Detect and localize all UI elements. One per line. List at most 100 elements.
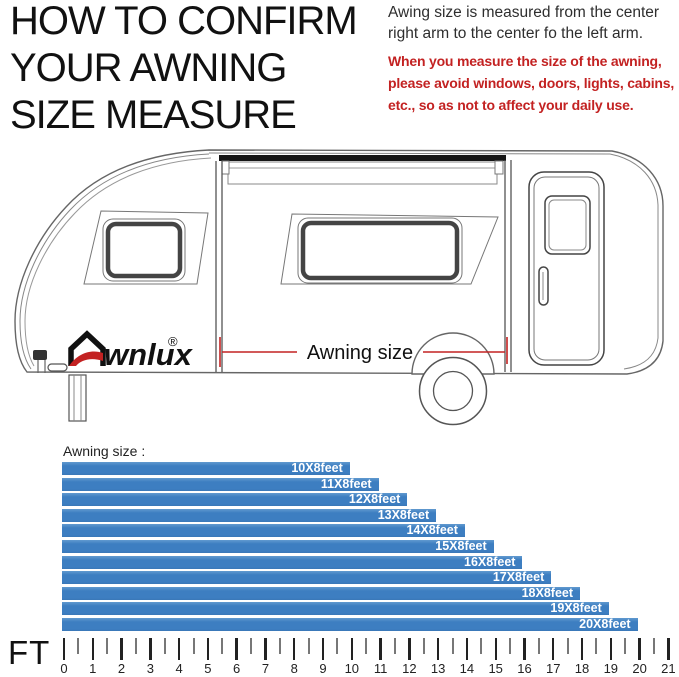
bar-11X8feet: 11X8feet [62, 477, 379, 491]
trailer-diagram: Awning size wnlux ® [14, 149, 664, 426]
ruler-halftick-17 [566, 638, 569, 654]
logo-red-swoosh [69, 351, 103, 366]
awning-end-cap-right [494, 160, 504, 175]
door-handle [538, 266, 549, 306]
mid-window-outer [297, 217, 463, 284]
ruler-number-8: 8 [290, 661, 298, 676]
ruler-halftick-11 [393, 638, 396, 654]
bar-10X8feet: 10X8feet [62, 462, 350, 475]
ruler-number-20: 20 [632, 661, 647, 676]
ruler-tick-1 [91, 638, 94, 660]
bar-20X8feet: 20X8feet [62, 618, 638, 631]
awning-end-cap-left [221, 160, 230, 175]
logo-text: wnlux [104, 337, 194, 372]
front-trim-line-2 [24, 157, 212, 367]
front-window-panel [83, 210, 209, 285]
awning-arm-left [215, 161, 223, 372]
ruler-tick-21 [667, 638, 670, 660]
ruler-halftick-7 [278, 638, 281, 654]
chart-title: Awning size : [63, 443, 146, 459]
door-window-inner [548, 199, 587, 251]
warning-note: When you measure the size of the awning,… [388, 53, 675, 113]
ruler-tick-10 [350, 638, 353, 660]
hitch-lines [37, 360, 46, 373]
ruler-number-13: 13 [430, 661, 446, 676]
jack-post [68, 374, 87, 422]
ruler-tick-5 [206, 638, 210, 660]
ruler-halftick-18 [595, 638, 598, 654]
ruler-number-10: 10 [344, 661, 360, 676]
front-trim-line-1 [19, 153, 210, 370]
ruler-tick-18 [580, 638, 584, 660]
brand-logo: wnlux ® [68, 330, 194, 372]
ruler-number-16: 16 [517, 661, 532, 676]
mid-window-frame [300, 220, 460, 281]
ruler-tick-14 [465, 638, 469, 660]
bar-13X8feet: 13X8feet [62, 508, 437, 522]
ruler-number-0: 0 [60, 661, 68, 676]
ruler-halftick-12 [422, 638, 425, 654]
bar-12X8feet: 12X8feet [62, 493, 408, 507]
unit-label: FT [8, 634, 51, 671]
ruler-number-7: 7 [261, 661, 270, 676]
measure-note: Awing size is measured from the center r… [388, 4, 660, 42]
bar-19X8feet: 19X8feet [62, 602, 609, 616]
ruler-number-18: 18 [574, 661, 590, 676]
ruler-tick-12 [408, 638, 411, 660]
front-window-outer [102, 218, 186, 282]
bar-17X8feet: 17X8feet [62, 571, 552, 585]
ruler-halftick-6 [250, 638, 253, 654]
ruler-number-2: 2 [117, 661, 126, 676]
dimension-annotation: Awning size [219, 337, 508, 367]
awning-size-chart: Awning size : 10X8feet 11X8feet 12X8feet 13… [0, 437, 679, 677]
ruler-halftick-9 [336, 638, 339, 654]
door-window [544, 195, 591, 255]
trailer-body-outline [14, 149, 664, 375]
ruler-halftick-10 [365, 638, 368, 654]
ruler-tick-4 [177, 638, 181, 660]
door-outer [528, 171, 605, 366]
ruler-number-9: 9 [319, 661, 327, 676]
bar-15X8feet: 15X8feet [62, 540, 494, 553]
ruler-halftick-20 [652, 638, 655, 654]
bar-16X8feet: 16X8feet [62, 555, 523, 569]
ruler-halftick-4 [192, 638, 195, 654]
ruler-tick-2 [120, 638, 123, 660]
awning-roller-tube [219, 155, 506, 161]
ruler-halftick-14 [480, 638, 483, 654]
door-inner [533, 176, 600, 361]
bar-18X8feet: 18X8feet [62, 586, 581, 600]
ruler-number-11: 11 [373, 661, 388, 676]
jack-post-lines [73, 375, 82, 421]
page-title: HOW TO CONFIRM YOUR AWNING SIZE MEASURE [10, 0, 358, 137]
ruler-halftick-5 [221, 638, 224, 654]
ruler-halftick-0 [77, 638, 80, 654]
ruler-number-12: 12 [402, 661, 417, 676]
ruler-number-14: 14 [459, 661, 475, 676]
ruler-number-6: 6 [233, 661, 241, 676]
ruler-halftick-16 [537, 638, 540, 654]
ruler-tick-3 [149, 638, 152, 660]
mid-window-panel [280, 213, 499, 285]
dimension-label: Awning size [307, 342, 413, 364]
front-step-rail [47, 363, 68, 372]
awning-arm-right [504, 160, 512, 372]
registered-mark: ® [168, 334, 178, 349]
ruler-number-19: 19 [603, 661, 619, 676]
ruler-halftick-15 [509, 638, 512, 654]
ruler-tick-0 [62, 638, 66, 660]
ruler-number-5: 5 [204, 661, 212, 676]
ruler-halftick-8 [307, 638, 310, 654]
ruler-tick-16 [523, 638, 526, 660]
ruler-number-17: 17 [546, 661, 561, 676]
ruler-tick-15 [494, 638, 497, 660]
ruler-halftick-19 [624, 638, 627, 654]
ruler-halftick-1 [106, 638, 109, 654]
ruler-number-4: 4 [175, 661, 183, 676]
ruler-tick-19 [609, 638, 612, 660]
roof-inner-line [208, 152, 611, 155]
ruler-tick-13 [436, 638, 440, 660]
ruler-number-15: 15 [488, 661, 503, 676]
ruler-tick-11 [379, 638, 382, 660]
awning-valance [227, 161, 498, 185]
